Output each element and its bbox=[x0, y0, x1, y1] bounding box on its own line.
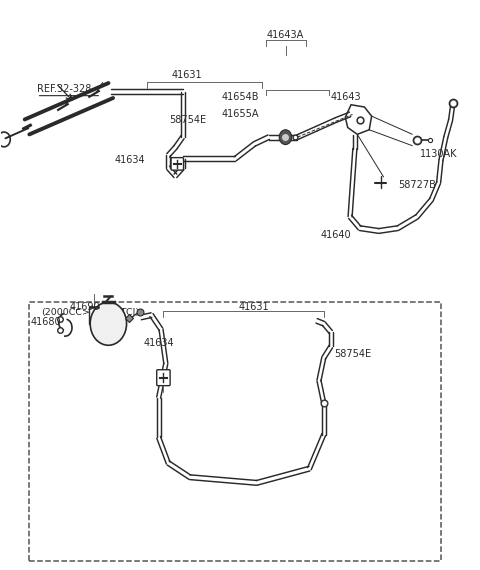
Text: 41654B: 41654B bbox=[222, 92, 259, 103]
Text: 41640: 41640 bbox=[321, 230, 351, 240]
FancyBboxPatch shape bbox=[171, 158, 183, 170]
Text: 41643A: 41643A bbox=[267, 30, 304, 40]
Text: 41655A: 41655A bbox=[222, 109, 259, 120]
Circle shape bbox=[90, 302, 127, 345]
Bar bbox=[89, 307, 99, 324]
Text: (2000CC>DOHC-TCI): (2000CC>DOHC-TCI) bbox=[41, 308, 140, 317]
Text: 41680: 41680 bbox=[31, 317, 61, 327]
Text: 1130AK: 1130AK bbox=[420, 149, 457, 159]
Text: 41690: 41690 bbox=[69, 302, 100, 312]
Text: 41631: 41631 bbox=[172, 70, 203, 80]
Text: 41634: 41634 bbox=[115, 155, 145, 165]
Text: 58754E: 58754E bbox=[334, 349, 371, 359]
Text: 58754E: 58754E bbox=[169, 115, 206, 125]
FancyBboxPatch shape bbox=[157, 370, 170, 386]
Text: 41643: 41643 bbox=[331, 92, 361, 103]
FancyBboxPatch shape bbox=[29, 302, 441, 561]
Text: 58727B: 58727B bbox=[398, 181, 436, 190]
Text: 41631: 41631 bbox=[239, 302, 270, 312]
Text: 41634: 41634 bbox=[144, 338, 174, 348]
Text: REF.32-328: REF.32-328 bbox=[36, 84, 91, 94]
Circle shape bbox=[279, 130, 292, 145]
